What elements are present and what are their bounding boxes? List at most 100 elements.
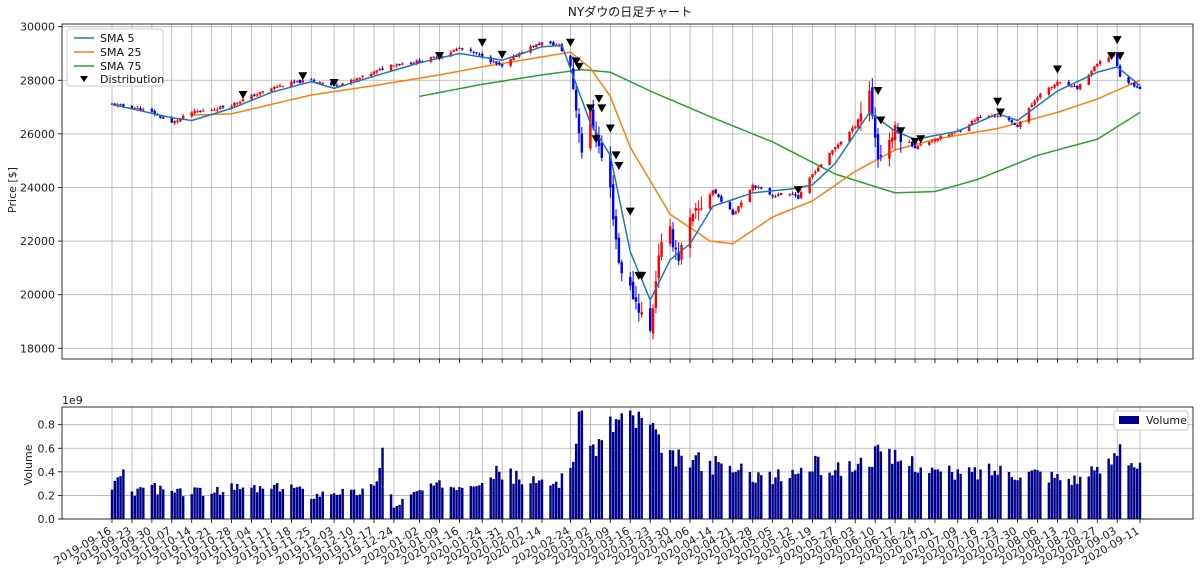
candle-body	[708, 194, 712, 209]
volume-bar	[1087, 476, 1090, 519]
price-legend: SMA 5 SMA 25 SMA 75 Distribution	[66, 28, 164, 87]
volume-bar	[1115, 455, 1119, 519]
candle-body	[592, 109, 595, 129]
candle-body	[293, 81, 296, 83]
candle-body	[170, 118, 174, 123]
legend-swatch-volume	[1119, 416, 1139, 424]
volume-bar	[614, 419, 618, 519]
candle-body	[589, 109, 592, 149]
legend-label-sma75: SMA 75	[100, 60, 142, 73]
volume-bar	[939, 471, 942, 519]
volume-bar	[774, 477, 777, 519]
candle-body	[731, 209, 735, 215]
volume-bar	[1053, 477, 1056, 519]
price-y-tick-label: 26000	[20, 128, 55, 141]
volume-bar	[708, 460, 712, 519]
volume-bar	[469, 486, 473, 519]
candle-body	[469, 49, 473, 51]
volume-bar	[1098, 473, 1102, 519]
candle-body	[936, 138, 940, 141]
candle-body	[1078, 84, 1082, 90]
candle-body	[637, 303, 641, 313]
volume-bar	[871, 466, 874, 519]
candle-body	[831, 150, 834, 154]
volume-bar	[555, 481, 558, 519]
volume-bar	[748, 471, 752, 519]
candle-body	[498, 62, 501, 65]
volume-bar	[361, 488, 364, 519]
distribution-marker	[614, 162, 624, 171]
volume-bar	[1113, 453, 1116, 519]
volume-bar	[119, 476, 122, 519]
volume-bar	[150, 484, 154, 519]
volume-bar	[677, 449, 680, 519]
candle-body	[728, 202, 732, 210]
volume-bar	[179, 488, 182, 519]
volume-bar	[560, 473, 564, 519]
volume-bar	[389, 494, 393, 519]
candle-body	[928, 141, 931, 145]
candle-body	[939, 135, 942, 139]
volume-bar	[392, 507, 396, 519]
volume-bar	[990, 475, 994, 519]
volume-bar	[592, 444, 595, 519]
candle-body	[409, 62, 413, 64]
candle-body	[694, 208, 697, 211]
candle-body	[1098, 61, 1102, 65]
candle-body	[181, 115, 185, 119]
volume-bar	[856, 463, 860, 519]
candle-body	[751, 184, 754, 191]
candle-body	[398, 63, 401, 65]
distribution-marker	[916, 135, 926, 144]
candle-body	[455, 48, 458, 51]
candle-body	[688, 217, 692, 248]
volume-bar	[1030, 470, 1034, 519]
volume-bar	[916, 472, 920, 519]
candle-body	[668, 226, 672, 244]
candle-body	[369, 73, 373, 77]
candle-body	[976, 116, 979, 121]
volume-bar	[1039, 471, 1042, 519]
volume-bar	[908, 465, 911, 519]
volume-bar	[130, 491, 134, 519]
candle-body	[1019, 121, 1022, 127]
candle-body	[1096, 63, 1099, 67]
volume-legend-box	[1113, 410, 1189, 431]
distribution-marker	[896, 127, 906, 136]
candle-body	[916, 145, 920, 150]
volume-bar	[631, 415, 635, 519]
distribution-marker	[565, 38, 575, 47]
candle-body	[241, 99, 245, 102]
volume-bar	[816, 456, 820, 519]
distribution-marker	[329, 78, 339, 87]
candle-body	[634, 297, 638, 302]
candle-body	[330, 82, 333, 86]
volume-bar	[959, 473, 962, 519]
legend-label-distribution: Distribution	[100, 73, 164, 86]
volume-bar	[976, 479, 979, 519]
volume-bar	[116, 477, 119, 519]
volume-bar	[734, 471, 737, 519]
distribution-marker	[625, 207, 635, 216]
volume-bar	[201, 495, 205, 519]
candle-body	[609, 153, 612, 188]
candle-body	[620, 262, 623, 274]
candle-body	[537, 43, 541, 45]
distribution-marker	[574, 62, 584, 71]
volume-bar	[133, 495, 137, 519]
volume-bar	[970, 471, 974, 519]
candle-body	[213, 109, 216, 111]
volume-bar	[740, 463, 743, 519]
volume-bar	[791, 469, 794, 519]
candle-body	[657, 255, 660, 278]
candle-body	[395, 64, 398, 66]
candle-body	[871, 87, 874, 116]
volume-bar	[455, 490, 458, 519]
volume-bar	[617, 419, 621, 519]
distribution-marker	[605, 124, 615, 133]
volume-bar	[122, 469, 125, 519]
volume-bar	[515, 470, 518, 519]
volume-bar	[999, 465, 1002, 519]
candle-body	[797, 195, 800, 199]
candle-body	[748, 190, 752, 202]
